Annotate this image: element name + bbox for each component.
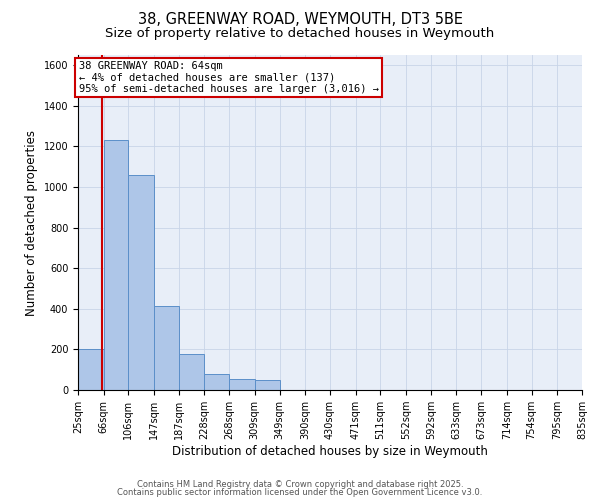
Bar bbox=[78, 350, 104, 390]
Bar bbox=[179, 354, 205, 390]
Bar bbox=[229, 379, 255, 390]
Text: 38 GREENWAY ROAD: 64sqm
← 4% of detached houses are smaller (137)
95% of semi-de: 38 GREENWAY ROAD: 64sqm ← 4% of detached… bbox=[79, 61, 379, 94]
Text: Contains public sector information licensed under the Open Government Licence v3: Contains public sector information licen… bbox=[118, 488, 482, 497]
Text: 38, GREENWAY ROAD, WEYMOUTH, DT3 5BE: 38, GREENWAY ROAD, WEYMOUTH, DT3 5BE bbox=[137, 12, 463, 28]
Bar bbox=[205, 374, 229, 390]
Bar bbox=[104, 140, 128, 390]
Bar bbox=[255, 380, 280, 390]
Bar bbox=[128, 175, 154, 390]
Bar bbox=[154, 306, 179, 390]
X-axis label: Distribution of detached houses by size in Weymouth: Distribution of detached houses by size … bbox=[172, 445, 488, 458]
Text: Contains HM Land Registry data © Crown copyright and database right 2025.: Contains HM Land Registry data © Crown c… bbox=[137, 480, 463, 489]
Y-axis label: Number of detached properties: Number of detached properties bbox=[25, 130, 38, 316]
Text: Size of property relative to detached houses in Weymouth: Size of property relative to detached ho… bbox=[106, 28, 494, 40]
